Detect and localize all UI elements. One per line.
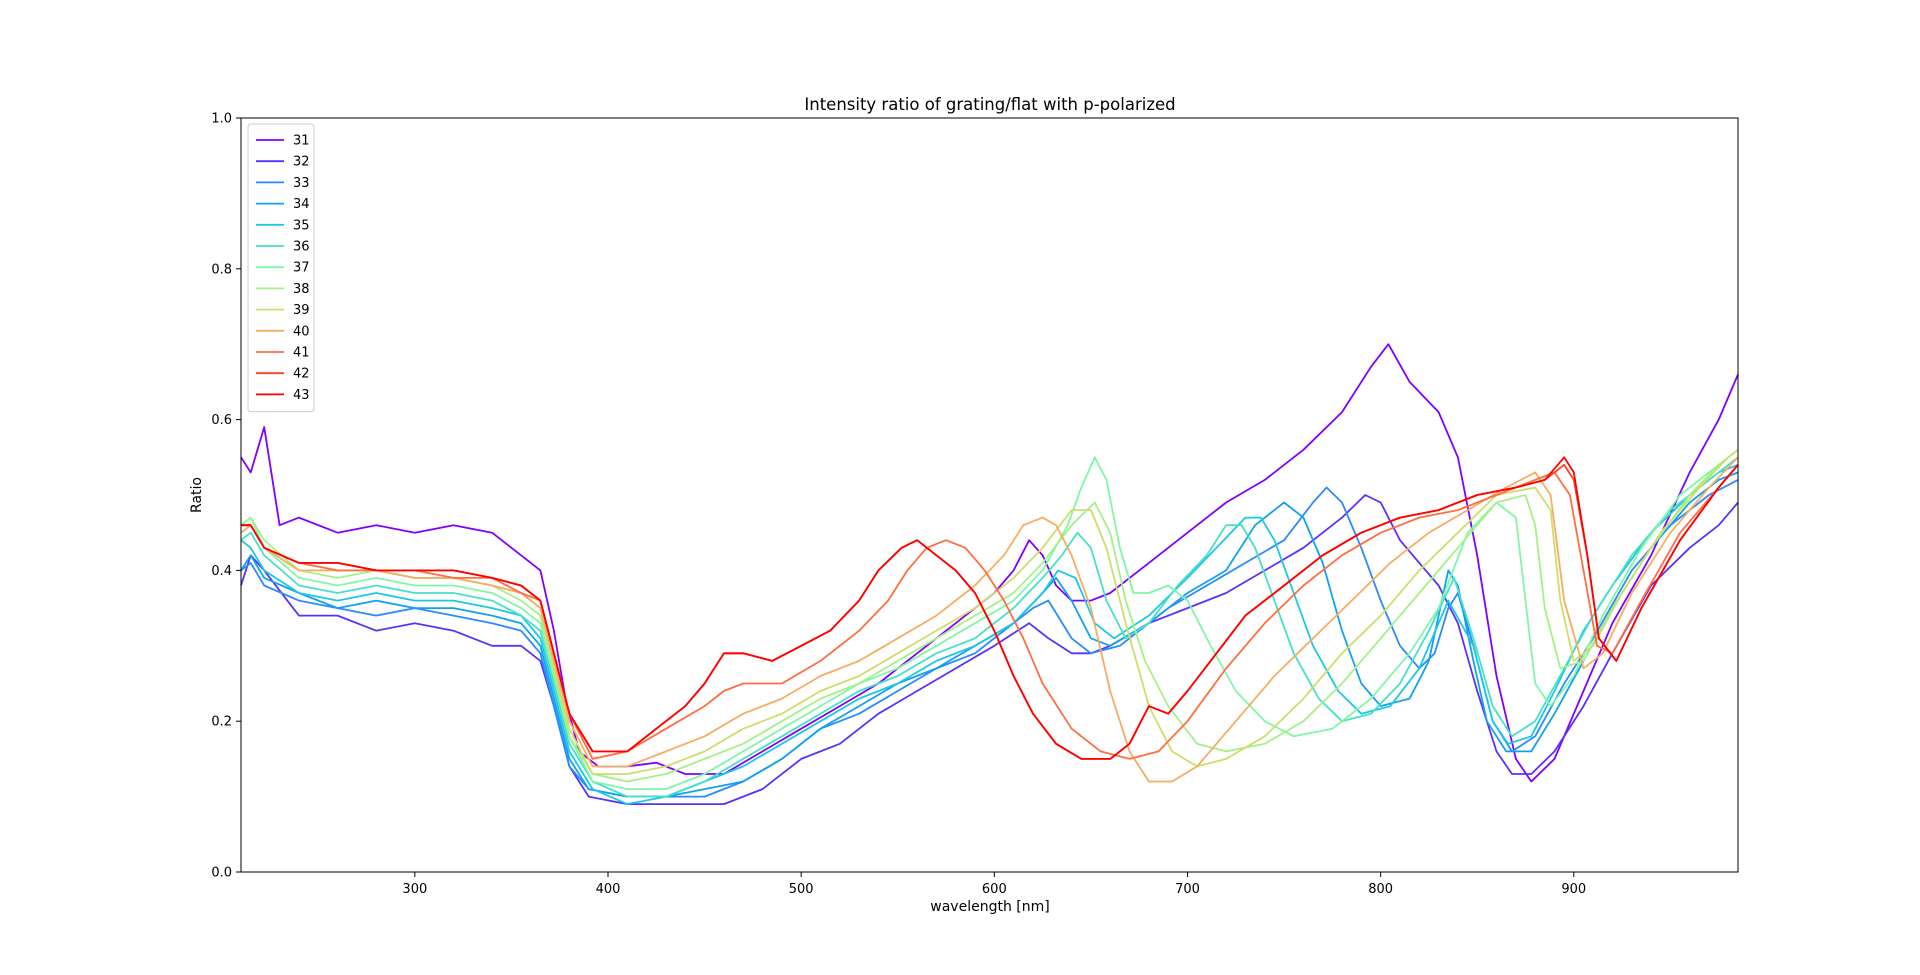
series-line-41 <box>241 464 1739 760</box>
series-line-35 <box>240 463 1739 805</box>
x-tick-label: 700 <box>1175 882 1200 897</box>
legend-label-39: 39 <box>293 303 310 318</box>
legend-label-35: 35 <box>293 218 310 233</box>
legend-label-43: 43 <box>293 388 310 403</box>
x-tick-label: 600 <box>982 882 1007 897</box>
legend-label-37: 37 <box>293 261 310 276</box>
y-tick-label: 0.4 <box>211 564 232 579</box>
y-tick-label: 0.2 <box>211 715 232 730</box>
series-line-36 <box>240 456 1739 798</box>
legend-label-38: 38 <box>293 282 310 297</box>
legend-label-33: 33 <box>293 176 310 191</box>
x-axis-ticks: 300 400 500 600 700 800 900 <box>402 872 1586 897</box>
x-tick-label: 800 <box>1368 882 1393 897</box>
chart-title: Intensity ratio of grating/flat with p-p… <box>804 95 1175 114</box>
y-axis-title: Ratio <box>189 477 205 513</box>
y-tick-label: 0.0 <box>211 866 232 881</box>
x-tick-label: 500 <box>789 882 814 897</box>
legend-label-40: 40 <box>293 324 310 339</box>
x-tick-label: 400 <box>596 882 621 897</box>
plot-frame <box>240 117 1739 873</box>
series-line-38 <box>240 449 1739 783</box>
legend-label-34: 34 <box>293 197 310 212</box>
x-axis-title: wavelength [nm] <box>930 899 1049 915</box>
series-line-40 <box>240 456 1739 783</box>
series-line-31 <box>240 343 1739 783</box>
y-tick-label: 0.8 <box>211 262 232 277</box>
legend-label-41: 41 <box>293 346 310 361</box>
legend: 31 32 33 34 35 36 37 38 39 40 41 42 43 <box>247 123 315 413</box>
series-line-34 <box>240 471 1739 798</box>
series-line-43 <box>241 456 1739 760</box>
y-axis-ticks: 0.0 0.2 0.4 0.6 0.8 1.0 <box>211 112 241 881</box>
series-line-37 <box>240 449 1739 790</box>
legend-label-32: 32 <box>293 155 310 170</box>
legend-label-42: 42 <box>293 367 310 382</box>
x-tick-label: 300 <box>402 882 427 897</box>
legend-label-36: 36 <box>293 240 310 255</box>
series-layer <box>240 343 1739 805</box>
series-line-32 <box>240 494 1739 805</box>
y-tick-label: 0.6 <box>211 413 232 428</box>
y-tick-label: 1.0 <box>211 112 232 127</box>
legend-label-31: 31 <box>293 134 310 149</box>
x-tick-label: 900 <box>1561 882 1586 897</box>
